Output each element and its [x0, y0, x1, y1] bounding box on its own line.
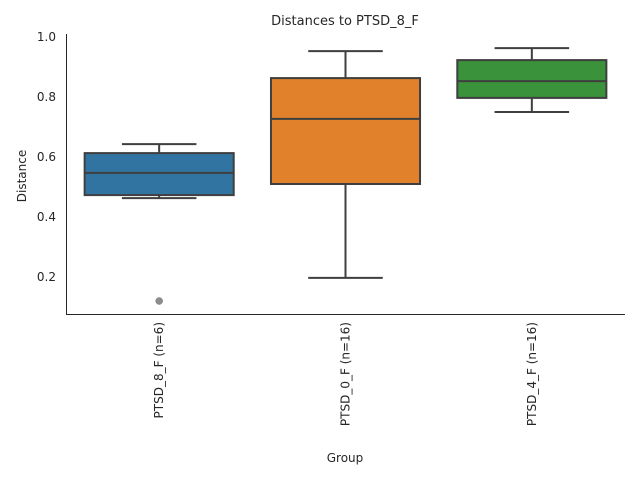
y-tick-label: 0.2: [37, 270, 56, 284]
box-1: [83, 143, 235, 305]
box-2: [269, 50, 422, 279]
y-tick-label: 0.4: [37, 210, 56, 224]
iqr-box: [269, 77, 422, 185]
boxes-group: [83, 47, 608, 305]
x-tick-label: PTSD_4_F (n=16): [525, 322, 539, 426]
x-ticks-group: PTSD_8_F (n=6) PTSD_0_F (n=16) PTSD_4_F (n…: [152, 322, 539, 426]
iqr-box: [456, 59, 608, 99]
y-ticks-group: 0.2 0.4 0.6 0.8 1.0: [37, 30, 56, 284]
y-tick-label: 1.0: [37, 30, 56, 44]
box-3: [456, 47, 608, 113]
chart-title: Distances to PTSD_8_F: [271, 14, 419, 29]
y-tick-label: 0.8: [37, 90, 56, 104]
x-axis-label: Group: [327, 451, 364, 465]
outlier-point: [155, 297, 163, 305]
y-axis-label: Distance: [15, 150, 29, 202]
y-tick-label: 0.6: [37, 150, 56, 164]
x-tick-label: PTSD_8_F (n=6): [152, 322, 166, 418]
x-tick-label: PTSD_0_F (n=16): [339, 322, 353, 426]
iqr-box: [83, 152, 235, 197]
